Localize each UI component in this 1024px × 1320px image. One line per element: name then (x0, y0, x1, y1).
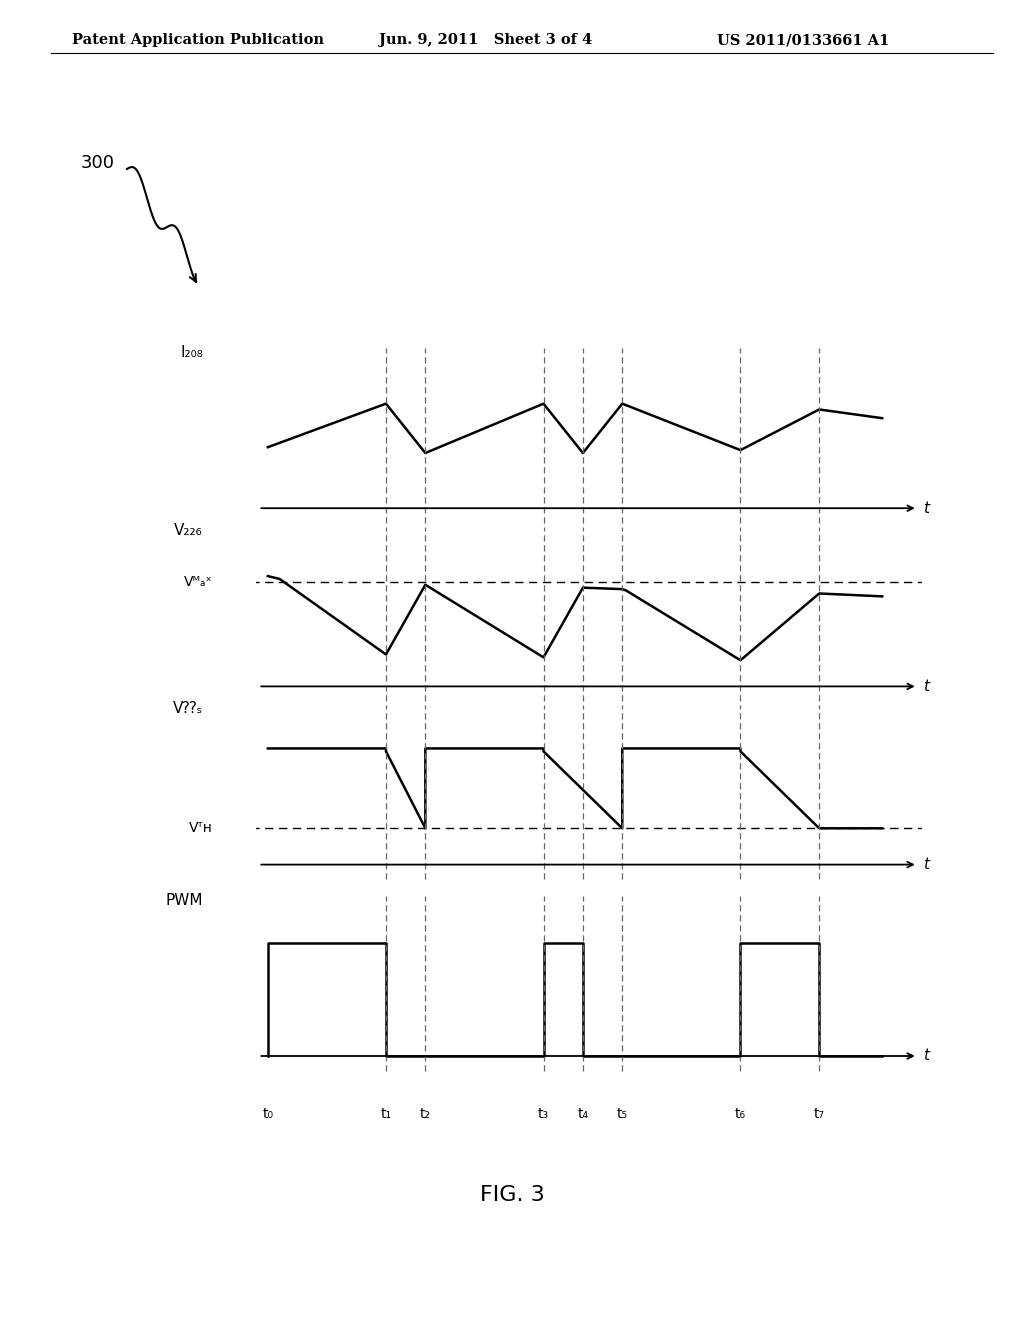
Text: t: t (924, 1048, 929, 1064)
Text: V⁇ₛ: V⁇ₛ (173, 701, 203, 717)
Text: Jun. 9, 2011   Sheet 3 of 4: Jun. 9, 2011 Sheet 3 of 4 (379, 33, 592, 48)
Text: t₀: t₀ (262, 1106, 273, 1121)
Text: t: t (924, 678, 929, 694)
Text: V₂₂₆: V₂₂₆ (174, 523, 203, 539)
Text: PWM: PWM (165, 892, 203, 908)
Text: t₄: t₄ (578, 1106, 589, 1121)
Text: FIG. 3: FIG. 3 (479, 1184, 545, 1205)
Text: I₂₀₈: I₂₀₈ (180, 345, 203, 360)
Text: US 2011/0133661 A1: US 2011/0133661 A1 (717, 33, 889, 48)
Text: t₁: t₁ (380, 1106, 391, 1121)
Text: t₂: t₂ (420, 1106, 431, 1121)
Text: t₇: t₇ (814, 1106, 824, 1121)
Text: t₃: t₃ (538, 1106, 549, 1121)
Text: t₅: t₅ (616, 1106, 628, 1121)
Text: t₆: t₆ (735, 1106, 745, 1121)
Text: t: t (924, 500, 929, 516)
Text: 300: 300 (81, 154, 115, 172)
Text: Vᵀʜ: Vᵀʜ (188, 821, 213, 836)
Text: t: t (924, 857, 929, 873)
Text: Vᴹₐˣ: Vᴹₐˣ (184, 574, 213, 589)
Text: Patent Application Publication: Patent Application Publication (72, 33, 324, 48)
